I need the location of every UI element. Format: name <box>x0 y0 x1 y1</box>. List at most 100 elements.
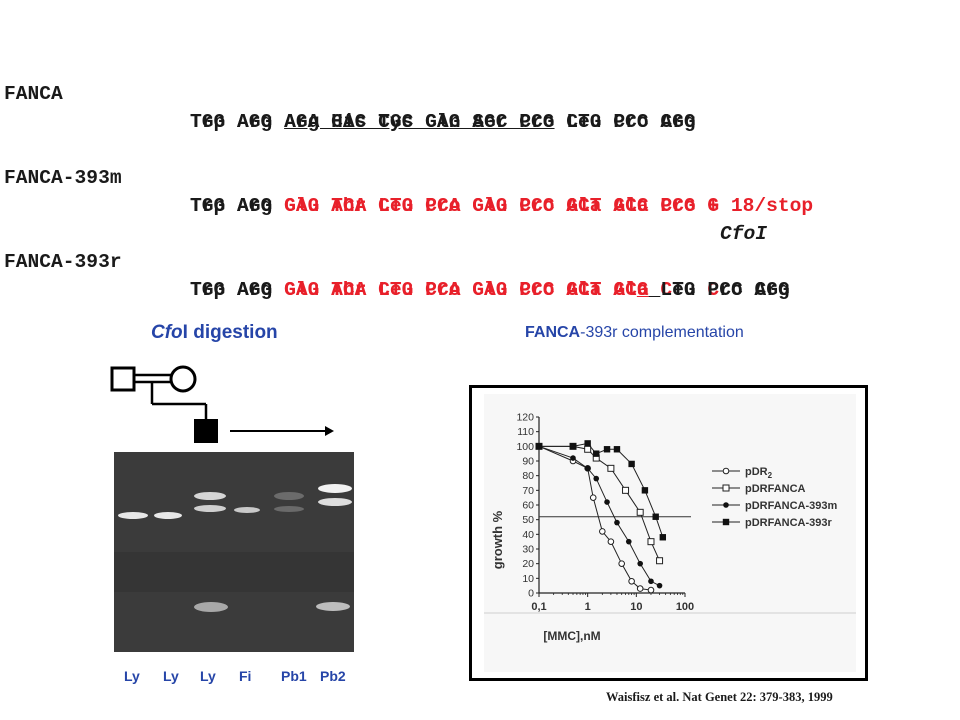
gel-panel-title: CfoI digestion <box>151 322 278 344</box>
lane-label: Pb1 <box>281 668 307 684</box>
data-point <box>614 519 620 526</box>
gel-image <box>114 452 354 652</box>
lane-label: Ly <box>200 668 216 684</box>
gel-shadow <box>114 552 354 592</box>
gel-band <box>274 506 304 512</box>
series-line <box>539 442 664 538</box>
gel-band <box>234 507 260 513</box>
legend-label: pDRFANCA-393m <box>745 500 838 512</box>
fanca-393m-aa: Trp Arg Glu Thr Leu Pro Glu Pro Ala Ala … <box>190 192 813 220</box>
data-point <box>622 486 630 494</box>
gel-band <box>194 505 226 512</box>
codon-segment: CC CGG <box>719 279 790 301</box>
fanca-393r-aa: Trp Arg Glu Thr Leu Pro Glu Pro Ala Ala … <box>190 276 790 304</box>
lane-label: Pb2 <box>320 668 346 684</box>
y-tick-label: 70 <box>522 485 534 497</box>
y-tick-label: 110 <box>517 426 534 438</box>
complementation-title: FANCA-393r complementation <box>525 324 744 342</box>
data-point <box>570 455 576 461</box>
codon-segment: AG ACA CTG CCA GAG CCC GCT GCC CCG G <box>295 195 720 217</box>
aa-segment: Trp Arg <box>190 111 285 133</box>
cfoi-site-label: CfoI <box>720 220 767 248</box>
series-line <box>538 445 652 591</box>
y-tick-label: 40 <box>522 529 534 541</box>
y-tick-label: 120 <box>516 412 534 424</box>
arrow-head-icon <box>325 426 334 436</box>
mother-symbol <box>169 365 197 393</box>
fanca-393r-codons: TGG AGG GAG ACA CTG CCA GAG CCC GCT GCG … <box>190 276 790 304</box>
data-point <box>613 446 621 453</box>
data-point <box>637 560 643 567</box>
y-tick-label: 10 <box>522 573 534 585</box>
data-point <box>659 534 667 541</box>
codon-segment: TGG AGG <box>190 279 285 301</box>
data-point <box>628 577 635 585</box>
y-tick-label: 20 <box>522 558 534 570</box>
x-tick-label: 100 <box>676 601 694 613</box>
chart-x-label: [MMC],nM <box>543 629 600 643</box>
y-tick-label: 30 <box>522 544 534 556</box>
mutated-base: G <box>284 195 296 217</box>
legend-label-subscript: 2 <box>768 471 773 480</box>
data-point <box>584 445 592 453</box>
data-point <box>584 440 591 447</box>
fanca-393m-label: FANCA-393m <box>4 167 122 189</box>
data-point <box>604 499 610 505</box>
gel-band <box>118 512 148 519</box>
data-point <box>636 585 644 592</box>
mutated-base: C <box>660 279 673 301</box>
aa-segment: Leu Pro Arg <box>554 111 696 133</box>
chart-background <box>484 394 856 672</box>
fanca-393m-codons: TGG AGG GAG ACA CTG CCA GAG CCC GCT GCC … <box>190 192 719 220</box>
x-tick-label: 1 <box>585 601 591 613</box>
codon-segment: TG <box>672 279 708 301</box>
data-point <box>618 560 625 567</box>
sequence-alignment: FANCA TGG AGG AGA CAC TGC CAG AGC CCG CT… <box>0 52 813 301</box>
gel-band <box>194 492 226 500</box>
data-point <box>656 582 663 589</box>
legend-label: pDRFANCA <box>745 483 806 495</box>
father-symbol <box>110 366 136 392</box>
cfoi-site-row: CfoI <box>4 192 767 245</box>
x-tick-label: 0,1 <box>531 601 546 613</box>
complementation-chart-frame: 0 10 20 30 40 50 60 70 80 90 100 110 120 0,1 1 10 100 pD… <box>469 385 868 681</box>
fanca-codon-row: FANCA TGG AGG AGA CAC TGC CAG AGC CCG CT… <box>4 52 696 133</box>
data-point <box>652 513 659 520</box>
complementation-title-gene: FANCA <box>525 324 581 341</box>
series-line <box>538 445 660 587</box>
y-tick-label: 80 <box>522 470 534 482</box>
data-point <box>607 464 615 472</box>
data-point <box>647 586 655 594</box>
aa-mutant-segment: Glu Thr Leu Pro Glu Pro Ala Ala <box>284 279 649 301</box>
chart-marks <box>535 440 667 594</box>
aa-mutant-segment: Glu Thr Leu Pro Glu Pro Ala Ala Pro + 18… <box>284 195 814 217</box>
codon-segment: AG ACA CTG CCA GAG CCC GCT GC <box>295 279 637 301</box>
data-point <box>589 494 597 501</box>
data-point <box>603 446 611 453</box>
fanca-aa: Trp Arg Arg His Cys Gln Ser Pro Leu Pro … <box>190 108 696 136</box>
fanca-393m-aa-row: Trp Arg Glu Thr Leu Pro Glu Pro Ala Ala … <box>4 164 813 217</box>
gel-title-rest: I digestion <box>182 322 278 343</box>
gel-band <box>194 602 228 612</box>
data-point <box>641 487 649 494</box>
fanca-aa-row: Trp Arg Arg His Cys Gln Ser Pro Leu Pro … <box>4 80 696 133</box>
data-point <box>625 538 632 545</box>
gel-band <box>318 498 352 506</box>
fanca-393r-aa-row: Trp Arg Glu Thr Leu Pro Glu Pro Ala Ala … <box>4 248 790 301</box>
fanca-codons: TGG AGG AGA CAC TGC CAG AGC CCG CTG CCC … <box>190 111 696 133</box>
y-tick-label: 50 <box>522 514 534 526</box>
data-point <box>656 557 664 565</box>
complementation-title-rest: -393r complementation <box>580 324 744 341</box>
data-point <box>599 528 606 535</box>
data-point <box>648 578 654 585</box>
data-point <box>584 465 591 472</box>
gel-band <box>318 484 352 493</box>
gel-title-enzyme: Cfo <box>151 322 183 343</box>
data-point <box>593 475 600 482</box>
mutated-base: C <box>707 279 720 301</box>
cfoi-site-base: G <box>636 279 649 301</box>
gel-band <box>274 492 304 500</box>
codon-segment: TGG AGG <box>190 195 285 217</box>
